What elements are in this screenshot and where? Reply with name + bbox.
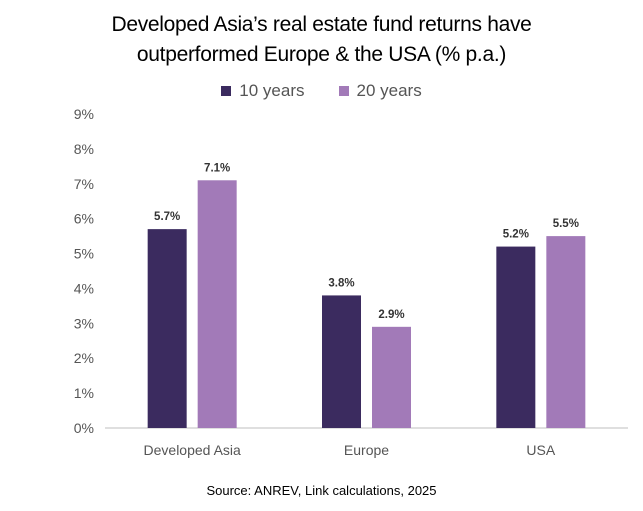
y-tick-label: 6% — [74, 211, 94, 227]
chart-title-line-2: outperformed Europe & the USA (% p.a.) — [136, 43, 507, 66]
data-label: 5.5% — [553, 218, 579, 230]
legend-label-10-years: 10 years — [239, 81, 305, 100]
y-tick-label: 9% — [74, 106, 94, 122]
legend-swatch-10-years — [221, 86, 232, 96]
bar-20-years-usa — [546, 236, 586, 428]
bar-20-years-europe — [372, 326, 411, 428]
y-tick-label: 1% — [74, 385, 94, 401]
bar-10-years-developed-asia — [147, 229, 187, 428]
legend-item-10-years: 10 years — [221, 81, 305, 101]
bar-10-years-europe — [322, 295, 361, 428]
data-label: 5.7% — [154, 211, 180, 223]
y-tick-label: 3% — [74, 315, 94, 331]
data-label: 2.9% — [378, 309, 404, 321]
legend-swatch-20-years — [338, 86, 349, 96]
data-label: 5.2% — [503, 229, 529, 241]
source-note: Source: ANREV, Link calculations, 2025 — [206, 483, 437, 498]
legend-item-20-years: 20 years — [338, 81, 422, 101]
x-tick-label: Europe — [344, 442, 389, 458]
data-label: 7.1% — [204, 162, 230, 174]
y-tick-label: 8% — [74, 141, 94, 157]
chart-title: Developed Asia’s real estate fund return… — [0, 10, 643, 70]
y-tick-label: 5% — [74, 246, 94, 262]
y-tick-label: 4% — [74, 280, 94, 296]
y-tick-label: 2% — [74, 350, 94, 366]
data-label: 3.8% — [328, 277, 354, 289]
bar-10-years-usa — [496, 246, 536, 428]
bar-20-years-developed-asia — [197, 180, 237, 428]
legend-label-20-years: 20 years — [356, 81, 422, 100]
x-tick-label: USA — [526, 442, 555, 458]
x-tick-label: Developed Asia — [144, 442, 242, 458]
chart-title-line-1: Developed Asia’s real estate fund return… — [111, 13, 532, 36]
chart-legend: 10 years 20 years — [0, 81, 643, 101]
y-tick-label: 0% — [74, 420, 94, 436]
y-tick-label: 7% — [74, 176, 94, 192]
